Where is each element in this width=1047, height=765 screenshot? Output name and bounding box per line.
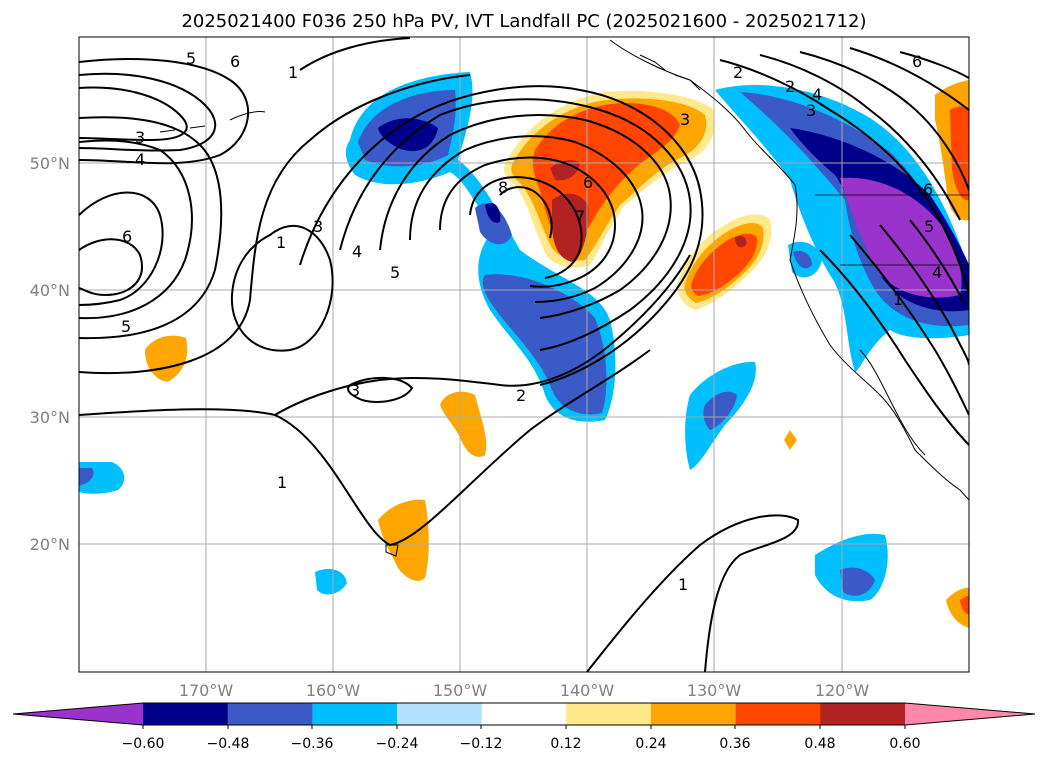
colorbar-extend-high [905, 703, 1035, 725]
colorbar-segment [820, 703, 906, 725]
contour-label: 3 [313, 217, 323, 236]
colorbar-segment [312, 703, 398, 725]
contour-label: 5 [186, 49, 196, 68]
map-gridlines [79, 37, 969, 672]
colorbar-ticks [142, 725, 906, 729]
colorbar-tick-label: −0.48 [207, 736, 250, 752]
colorbar-tick-label: 0.24 [635, 736, 666, 752]
contour-label: 3 [806, 101, 816, 120]
lon-label-120w: 120°W [815, 681, 870, 700]
colorbar-segment [143, 703, 229, 725]
contour-label: 6 [583, 173, 593, 192]
contour-label: 2 [516, 386, 526, 405]
latitude-labels: 50°N 40°N 30°N 20°N [30, 154, 70, 554]
colorbar-segment [227, 703, 313, 725]
lon-label-160w: 160°W [306, 681, 361, 700]
contour-label: 6 [230, 52, 240, 71]
contour-label: 6 [912, 52, 922, 71]
lat-label-20n: 20°N [30, 535, 70, 554]
coastlines [159, 39, 969, 557]
longitude-labels: 170°W 160°W 150°W 140°W 130°W 120°W [179, 681, 870, 700]
lat-label-50n: 50°N [30, 154, 70, 173]
lat-label-40n: 40°N [30, 281, 70, 300]
contour-label: 4 [352, 242, 362, 261]
colorbar-tick-label: −0.12 [460, 736, 503, 752]
contour-label: 5 [390, 263, 400, 282]
pv-contour-labels: 5 6 1 3 4 6 5 1 3 4 5 8 7 6 2 3 2 1 1 2 [121, 49, 942, 594]
colorbar-segment [735, 703, 821, 725]
contour-label: 4 [135, 150, 145, 169]
contour-label: 6 [923, 180, 933, 199]
lon-label-170w: 170°W [179, 681, 234, 700]
contour-label: 1 [276, 233, 286, 252]
contour-label: 4 [812, 85, 822, 104]
lon-label-140w: 140°W [560, 681, 615, 700]
map-title: 2025021400 F036 250 hPa PV, IVT Landfall… [181, 11, 866, 32]
contour-label: 4 [932, 263, 942, 282]
colorbar-tick-labels: −0.60 −0.48 −0.36 −0.24 −0.12 0.12 0.24 … [122, 736, 921, 752]
contour-label: 3 [350, 381, 360, 400]
contour-label: 5 [121, 317, 131, 336]
lon-label-130w: 130°W [687, 681, 742, 700]
colorbar-segment [566, 703, 652, 725]
colorbar: −0.60 −0.48 −0.36 −0.24 −0.12 0.12 0.24 … [12, 702, 1036, 752]
colorbar-segments [13, 703, 1035, 725]
colorbar-segment [651, 703, 737, 725]
map-area: 5 6 1 3 4 6 5 1 3 4 5 8 7 6 2 3 2 1 1 2 [78, 36, 970, 673]
colorbar-extend-low [13, 703, 143, 725]
contour-label: 1 [277, 473, 287, 492]
lon-label-150w: 150°W [433, 681, 488, 700]
contour-label: 3 [135, 128, 145, 147]
colorbar-tick-label: 0.36 [719, 736, 750, 752]
colorbar-tick-label: −0.24 [376, 736, 419, 752]
contour-label: 1 [288, 63, 298, 82]
colorbar-tick-label: 0.12 [550, 736, 581, 752]
pv-contour-lines [79, 37, 969, 672]
contour-label: 8 [498, 178, 508, 197]
contour-label: 7 [575, 207, 585, 226]
colorbar-tick-label: −0.60 [122, 736, 165, 752]
contour-label: 3 [680, 110, 690, 129]
contour-label: 1 [893, 290, 903, 309]
contour-label: 2 [733, 63, 743, 82]
colorbar-segment [397, 703, 483, 725]
contour-label: 1 [678, 575, 688, 594]
colorbar-tick-label: 0.60 [889, 736, 920, 752]
contour-label: 5 [924, 217, 934, 236]
colorbar-tick-label: −0.36 [291, 736, 334, 752]
lat-label-30n: 30°N [30, 408, 70, 427]
colorbar-tick-label: 0.48 [804, 736, 835, 752]
colorbar-segment [481, 703, 567, 725]
contour-label: 6 [122, 227, 132, 246]
map-border [78, 36, 970, 673]
contour-label: 2 [785, 77, 795, 96]
